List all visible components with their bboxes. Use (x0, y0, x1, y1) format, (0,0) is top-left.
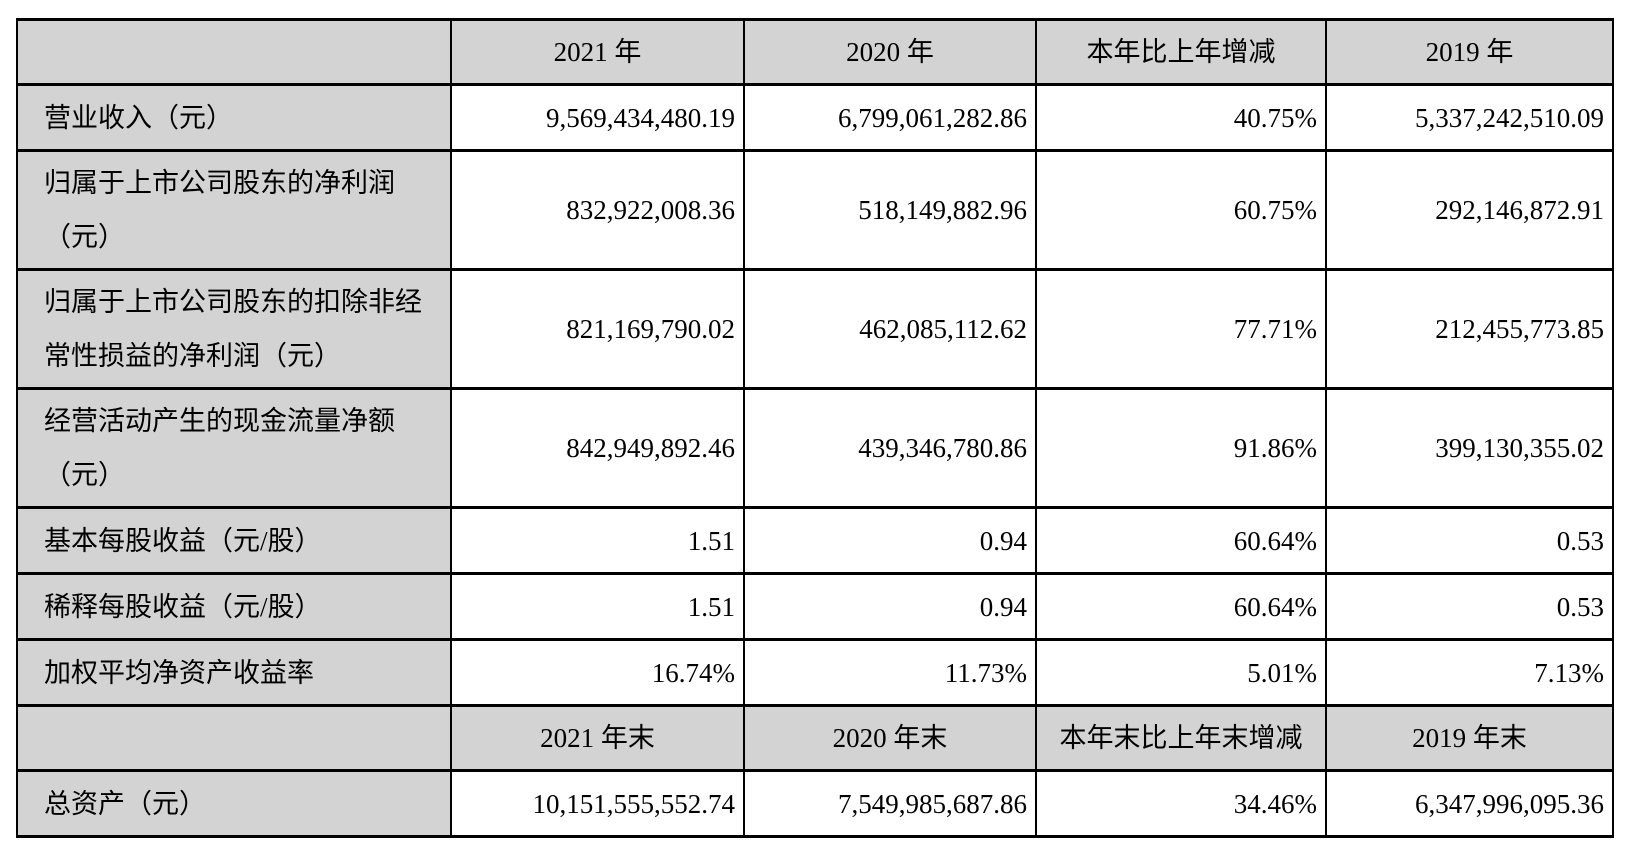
row-label: 稀释每股收益（元/股） (16, 572, 452, 641)
value-2019: 7.13% (1325, 638, 1614, 707)
row-label: 加权平均净资产收益率 (16, 638, 452, 707)
value-2020: 0.94 (743, 506, 1037, 575)
row-weighted-avg-roe: 加权平均净资产收益率 16.74% 11.73% 5.01% 7.13% (16, 638, 1614, 707)
value-2019: 212,455,773.85 (1325, 268, 1614, 390)
value-yoy-change: 34.46% (1035, 769, 1327, 838)
row-label: 归属于上市公司股东的扣除非经常性损益的净利润（元） (16, 268, 452, 390)
value-2021: 10,151,555,552.74 (450, 769, 745, 838)
value-2019: 6,347,996,095.36 (1325, 769, 1614, 838)
value-2021: 832,922,008.36 (450, 149, 745, 271)
column-header-2021: 2021 年 (450, 18, 745, 86)
header-row-year-end: 2021 年末 2020 年末 本年末比上年末增减 2019 年末 (16, 704, 1614, 772)
column-header-2021-year-end: 2021 年末 (450, 704, 745, 772)
row-operating-cash-flow: 经营活动产生的现金流量净额（元） 842,949,892.46 439,346,… (16, 387, 1614, 509)
value-yoy-change: 91.86% (1035, 387, 1327, 509)
column-header-2019-year-end: 2019 年末 (1325, 704, 1614, 772)
column-header-yoy-change: 本年比上年增减 (1035, 18, 1327, 86)
row-net-profit-excl-nonrecurring: 归属于上市公司股东的扣除非经常性损益的净利润（元） 821,169,790.02… (16, 268, 1614, 390)
value-2019: 0.53 (1325, 506, 1614, 575)
value-2021: 842,949,892.46 (450, 387, 745, 509)
value-2019: 5,337,242,510.09 (1325, 83, 1614, 152)
value-yoy-change: 40.75% (1035, 83, 1327, 152)
value-yoy-change: 77.71% (1035, 268, 1327, 390)
row-total-assets: 总资产（元） 10,151,555,552.74 7,549,985,687.8… (16, 769, 1614, 838)
key-financials-table: 2021 年 2020 年 本年比上年增减 2019 年 营业收入（元） 9,5… (16, 18, 1614, 838)
value-yoy-change: 5.01% (1035, 638, 1327, 707)
row-label: 营业收入（元） (16, 83, 452, 152)
value-yoy-change: 60.75% (1035, 149, 1327, 271)
value-2020: 11.73% (743, 638, 1037, 707)
column-header-2020: 2020 年 (743, 18, 1037, 86)
column-header-2019: 2019 年 (1325, 18, 1614, 86)
column-header-year-end-change: 本年末比上年末增减 (1035, 704, 1327, 772)
value-2020: 6,799,061,282.86 (743, 83, 1037, 152)
row-net-profit-attributable: 归属于上市公司股东的净利润（元） 832,922,008.36 518,149,… (16, 149, 1614, 271)
corner-cell (16, 18, 452, 86)
value-2020: 0.94 (743, 572, 1037, 641)
corner-cell (16, 704, 452, 772)
value-2019: 0.53 (1325, 572, 1614, 641)
value-2021: 1.51 (450, 506, 745, 575)
value-2020: 7,549,985,687.86 (743, 769, 1037, 838)
row-label: 归属于上市公司股东的净利润（元） (16, 149, 452, 271)
value-yoy-change: 60.64% (1035, 572, 1327, 641)
value-yoy-change: 60.64% (1035, 506, 1327, 575)
value-2020: 462,085,112.62 (743, 268, 1037, 390)
row-operating-revenue: 营业收入（元） 9,569,434,480.19 6,799,061,282.8… (16, 83, 1614, 152)
header-row-annual: 2021 年 2020 年 本年比上年增减 2019 年 (16, 18, 1614, 86)
value-2021: 9,569,434,480.19 (450, 83, 745, 152)
row-diluted-eps: 稀释每股收益（元/股） 1.51 0.94 60.64% 0.53 (16, 572, 1614, 641)
row-label: 总资产（元） (16, 769, 452, 838)
row-label: 经营活动产生的现金流量净额（元） (16, 387, 452, 509)
row-label: 基本每股收益（元/股） (16, 506, 452, 575)
value-2020: 439,346,780.86 (743, 387, 1037, 509)
value-2019: 399,130,355.02 (1325, 387, 1614, 509)
value-2021: 1.51 (450, 572, 745, 641)
value-2021: 821,169,790.02 (450, 268, 745, 390)
column-header-2020-year-end: 2020 年末 (743, 704, 1037, 772)
value-2020: 518,149,882.96 (743, 149, 1037, 271)
row-basic-eps: 基本每股收益（元/股） 1.51 0.94 60.64% 0.53 (16, 506, 1614, 575)
value-2019: 292,146,872.91 (1325, 149, 1614, 271)
value-2021: 16.74% (450, 638, 745, 707)
